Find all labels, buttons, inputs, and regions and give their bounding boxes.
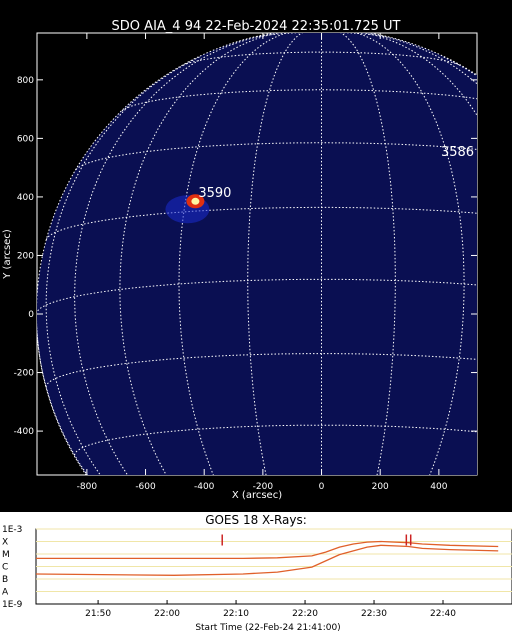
active-region-label: 3586 — [441, 145, 474, 160]
grid-parallel — [75, 142, 477, 171]
grid-meridian — [45, 55, 202, 475]
goes-x-label: Start Time (22-Feb-24 21:41:00) — [195, 623, 340, 633]
y-axis-label: Y (arcsec) — [2, 229, 13, 280]
goes-x-tick-label: 22:10 — [223, 609, 249, 619]
grid-meridian — [340, 33, 396, 475]
goes-title: GOES 18 X-Rays: — [205, 513, 307, 527]
goes-channel-1 — [36, 540, 499, 560]
goes-x-tick-label: 22:00 — [154, 609, 180, 619]
heliographic-grid — [37, 33, 512, 512]
grid-parallel — [183, 51, 461, 66]
annotation-ii: II — [404, 531, 413, 549]
y-tick-label: 600 — [17, 134, 34, 144]
y-tick-label: 400 — [17, 193, 34, 203]
flare-kernel — [165, 194, 210, 224]
grid-parallel — [37, 278, 477, 314]
goes-y-tick-label: A — [2, 588, 9, 598]
x-tick-label: -200 — [253, 482, 274, 492]
x-tick-label: -400 — [194, 482, 215, 492]
goes-channel-2 — [35, 544, 499, 576]
grid-parallel — [120, 489, 512, 512]
y-tick-label: 200 — [17, 251, 34, 261]
x-tick-label: 200 — [372, 482, 389, 492]
goes-y-tick-label: 1E-3 — [2, 525, 22, 535]
x-tick-label: 400 — [430, 482, 447, 492]
y-tick-label: 0 — [28, 310, 34, 320]
goes-y-tick-label: 1E-9 — [2, 600, 23, 610]
aia-image-panel: SDO AIA_4 94 22-Feb-2024 22:35:01.725 UT… — [2, 19, 512, 512]
goes-y-tick-label: C — [2, 563, 8, 573]
grid-meridian — [247, 33, 303, 475]
x-tick-label: -600 — [135, 482, 156, 492]
x-tick-label: 0 — [319, 482, 325, 492]
goes-y-tick-label: M — [2, 550, 10, 560]
y-tick-label: -400 — [14, 427, 35, 437]
image-title: SDO AIA_4 94 22-Feb-2024 22:35:01.725 UT — [112, 19, 401, 34]
flare-core — [191, 197, 200, 205]
goes-y-tick-label: B — [2, 575, 8, 585]
x-axis-label: X (arcsec) — [232, 490, 282, 501]
annotation-i: I — [220, 531, 224, 549]
goes-x-tick-label: 22:30 — [361, 609, 387, 619]
goes-x-tick-label: 21:50 — [85, 609, 111, 619]
goes-x-tick-label: 22:40 — [430, 609, 456, 619]
y-tick-label: -200 — [14, 369, 35, 379]
goes-x-tick-label: 22:20 — [292, 609, 318, 619]
goes-y-tick-label: X — [2, 538, 8, 548]
grid-meridian — [37, 318, 88, 475]
x-tick-label: -800 — [77, 482, 98, 492]
active-region-label: 3590 — [198, 186, 231, 201]
grid-parallel — [74, 424, 477, 456]
y-tick-label: 800 — [17, 76, 34, 86]
